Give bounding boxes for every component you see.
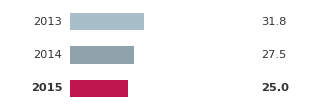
Text: 2015: 2015 <box>31 83 62 93</box>
Text: 27.5: 27.5 <box>261 50 286 60</box>
Text: 25.0: 25.0 <box>261 83 289 93</box>
Bar <box>70 46 134 64</box>
Text: 31.8: 31.8 <box>261 17 286 27</box>
Text: 2013: 2013 <box>34 17 62 27</box>
Text: 2014: 2014 <box>34 50 62 60</box>
Bar <box>70 13 144 30</box>
Bar <box>70 80 128 97</box>
